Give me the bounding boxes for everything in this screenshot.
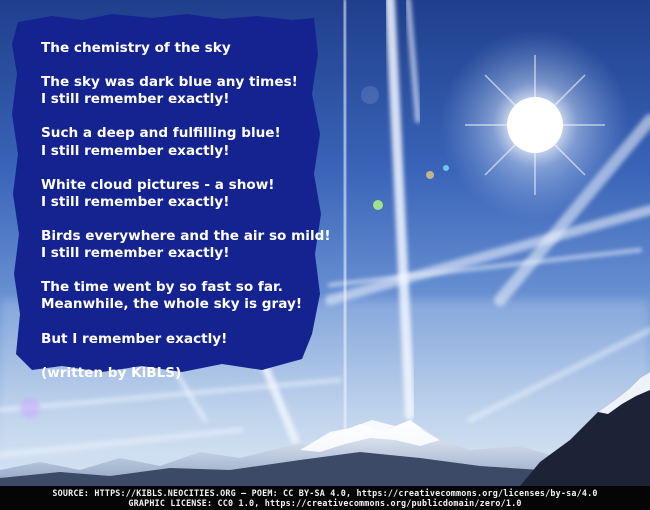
source-credit-line: SOURCE: HTTPS://KIBLS.NEOCITIES.ORG — PO…: [52, 488, 598, 498]
lens-flares: [20, 86, 449, 418]
poem-stanza: The sky was dark blue any times! I still…: [41, 74, 298, 108]
poem-panel-blob: [12, 14, 321, 372]
poem-text: The chemistry of the sky The sky was dar…: [41, 40, 341, 382]
sky-scene: [0, 0, 650, 486]
poem-stanza: (written by KiBLS): [41, 364, 182, 381]
poem-panel: The chemistry of the sky The sky was dar…: [12, 14, 331, 381]
sky-photo-background: The chemistry of the sky The sky was dar…: [0, 0, 650, 486]
poem-title: The chemistry of the sky: [41, 40, 231, 56]
sun: [440, 30, 630, 220]
poem-stanza: Such a deep and fulfilling blue! I still…: [41, 125, 281, 159]
poem-stanza: But I remember exactly!: [41, 330, 228, 347]
poem-panel-shape: [12, 14, 321, 372]
poem-stanza: Birds everywhere and the air so mild! I …: [41, 228, 331, 262]
license-footer: SOURCE: HTTPS://KIBLS.NEOCITIES.ORG — PO…: [0, 486, 650, 510]
poem-stanza: White cloud pictures - a show! I still r…: [41, 176, 275, 210]
poem-stanza: The time went by so fast so far. Meanwhi…: [41, 279, 303, 313]
graphic-license-line: GRAPHIC LICENSE: CC0 1.0, https://creati…: [128, 498, 522, 508]
mountains: [0, 372, 650, 486]
